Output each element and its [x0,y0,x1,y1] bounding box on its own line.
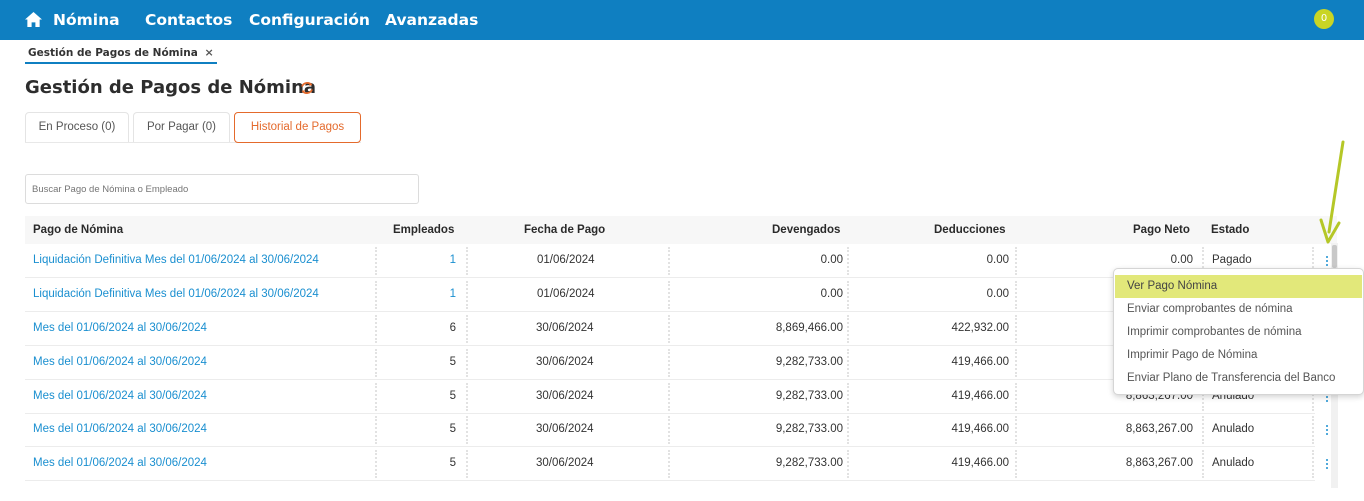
table-row[interactable]: Liquidación Definitiva Mes del 01/06/202… [25,244,1329,278]
tab-historial-de-pagos[interactable]: Historial de Pagos [234,112,361,143]
pago-link[interactable]: Liquidación Definitiva Mes del 01/06/202… [33,288,319,300]
top-navbar: Nómina Contactos Configuración Avanzadas… [0,0,1364,40]
deducciones-cell: 422,932.00 [951,322,1009,334]
table-row[interactable]: Mes del 01/06/2024 al 30/06/2024 5 30/06… [25,346,1315,380]
search-input[interactable] [25,174,419,204]
col-fecha-de-pago[interactable]: Fecha de Pago [524,224,606,236]
estado-cell: Anulado [1212,423,1255,435]
fecha-cell: 30/06/2024 [536,390,594,402]
devengados-cell: 9,282,733.00 [775,423,843,435]
nav-contactos[interactable]: Contactos [145,11,233,29]
pago-link[interactable]: Mes del 01/06/2024 al 30/06/2024 [33,322,207,334]
row-actions-icon[interactable] [1323,254,1331,268]
row-actions-icon[interactable] [1323,457,1331,471]
tab-en-proceso[interactable]: En Proceso (0) [25,112,129,143]
pago-link[interactable]: Mes del 01/06/2024 al 30/06/2024 [33,390,207,402]
deducciones-cell: 419,466.00 [951,423,1009,435]
table-row[interactable]: Mes del 01/06/2024 al 30/06/2024 5 30/06… [25,413,1329,447]
empleados-cell: 5 [449,423,456,435]
tabs-divider [25,142,361,143]
deducciones-cell: 419,466.00 [951,457,1009,469]
deducciones-cell: 0.00 [986,254,1009,266]
fecha-cell: 01/06/2024 [537,254,595,266]
nav-avanzadas[interactable]: Avanzadas [385,11,479,29]
devengados-cell: 9,282,733.00 [775,390,843,402]
row-actions-menu: Ver Pago Nómina Enviar comprobantes de n… [1113,268,1364,395]
empleados-cell: 5 [449,457,456,469]
devengados-cell: 9,282,733.00 [775,457,843,469]
scrollbar-thumb[interactable] [1332,245,1337,268]
estado-cell: Pagado [1212,254,1252,266]
tab-por-pagar[interactable]: Por Pagar (0) [133,112,230,143]
row-actions-icon[interactable] [1323,423,1331,437]
pago-link[interactable]: Mes del 01/06/2024 al 30/06/2024 [33,457,207,469]
table-row[interactable]: Mes del 01/06/2024 al 30/06/2024 5 30/06… [25,447,1329,481]
deducciones-cell: 419,466.00 [951,356,1009,368]
notification-badge[interactable]: 0 [1314,9,1334,29]
col-estado[interactable]: Estado [1211,224,1250,236]
home-icon[interactable] [24,11,43,28]
empleados-link[interactable]: 1 [449,288,456,300]
devengados-cell: 8,869,466.00 [775,322,843,334]
table-header: Pago de Nómina Empleados Fecha de Pago D… [25,216,1337,244]
breadcrumb-tab[interactable]: Gestión de Pagos de Nómina × [25,45,217,64]
neto-cell: 0.00 [1170,254,1193,266]
menu-item-imprimir-pago-nomina[interactable]: Imprimir Pago de Nómina [1127,349,1258,361]
deducciones-cell: 419,466.00 [951,390,1009,402]
menu-item-enviar-plano-transferencia[interactable]: Enviar Plano de Transferencia del Banco [1127,372,1336,384]
empleados-cell: 5 [449,390,456,402]
close-icon[interactable]: × [204,46,214,59]
devengados-cell: 0.00 [820,254,843,266]
table-row[interactable]: Mes del 01/06/2024 al 30/06/2024 6 30/06… [25,312,1315,346]
empleados-link[interactable]: 1 [449,254,456,266]
annotation-arrow-icon [1319,140,1345,244]
fecha-cell: 30/06/2024 [536,423,594,435]
menu-item-enviar-comprobantes[interactable]: Enviar comprobantes de nómina [1127,303,1293,315]
empleados-cell: 5 [449,356,456,368]
estado-cell: Anulado [1212,457,1255,469]
refresh-icon[interactable] [299,80,315,96]
pago-link[interactable]: Mes del 01/06/2024 al 30/06/2024 [33,356,207,368]
pago-link[interactable]: Liquidación Definitiva Mes del 01/06/202… [33,254,319,266]
table-row[interactable]: Liquidación Definitiva Mes del 01/06/202… [25,278,1315,312]
neto-cell: 8,863,267.00 [1125,423,1193,435]
menu-item-ver-pago-nomina[interactable]: Ver Pago Nómina [1115,275,1362,298]
deducciones-cell: 0.00 [986,288,1009,300]
col-pago-de-nomina[interactable]: Pago de Nómina [33,224,124,236]
nav-configuracion[interactable]: Configuración [249,11,370,29]
col-devengados[interactable]: Devengados [772,224,841,236]
menu-item-imprimir-comprobantes[interactable]: Imprimir comprobantes de nómina [1127,326,1302,338]
col-empleados[interactable]: Empleados [393,224,455,236]
nav-nomina[interactable]: Nómina [53,11,120,29]
breadcrumb-label: Gestión de Pagos de Nómina [28,47,198,59]
devengados-cell: 9,282,733.00 [775,356,843,368]
fecha-cell: 30/06/2024 [536,457,594,469]
table-row[interactable]: Mes del 01/06/2024 al 30/06/2024 5 30/06… [25,380,1329,414]
neto-cell: 8,863,267.00 [1125,457,1193,469]
devengados-cell: 0.00 [820,288,843,300]
col-deducciones[interactable]: Deducciones [934,224,1006,236]
fecha-cell: 01/06/2024 [537,288,595,300]
col-pago-neto[interactable]: Pago Neto [1133,224,1190,236]
fecha-cell: 30/06/2024 [536,322,594,334]
empleados-cell: 6 [449,322,456,334]
page-title: Gestión de Pagos de Nómina [25,77,317,98]
fecha-cell: 30/06/2024 [536,356,594,368]
pago-link[interactable]: Mes del 01/06/2024 al 30/06/2024 [33,423,207,435]
